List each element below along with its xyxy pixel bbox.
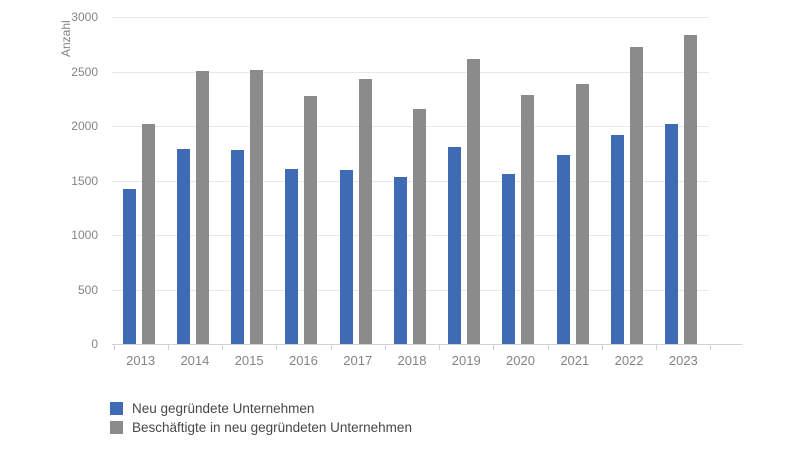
gridline: [112, 17, 709, 19]
bar-beschaeftigte-2022[interactable]: [629, 46, 643, 344]
y-axis-title: Anzahl: [59, 20, 73, 57]
x-tick-label-2022: 2022: [614, 353, 644, 368]
bar-beschaeftigte-2013[interactable]: [141, 124, 155, 344]
chart-title-text: Kanton Luzern: [112, 0, 324, 3]
x-tick-label-2019: 2019: [451, 353, 481, 368]
legend-label: Neu gegründete Unternehmen: [132, 401, 315, 416]
x-axis-tick: [601, 345, 603, 350]
bar-beschaeftigte-2018[interactable]: [412, 108, 426, 344]
bar-neu-2021[interactable]: [556, 154, 570, 344]
gridline: [112, 71, 709, 73]
bar-neu-2019[interactable]: [448, 147, 462, 344]
x-tick-label-2020: 2020: [506, 353, 535, 368]
bar-neu-2016[interactable]: [285, 168, 299, 344]
bar-neu-2018[interactable]: [393, 177, 407, 344]
bar-beschaeftigte-2019[interactable]: [467, 58, 481, 344]
bar-neu-2022[interactable]: [610, 134, 624, 344]
bar-neu-2020[interactable]: [502, 173, 516, 344]
bar-neu-2015[interactable]: [231, 149, 245, 344]
legend-item-beschaeftigte[interactable]: Beschäftigte in neu gegründeten Unterneh…: [110, 418, 412, 437]
y-tick-label: 2000: [71, 119, 98, 134]
legend-swatch-gray: [110, 421, 123, 434]
x-axis-tick: [439, 345, 441, 350]
bar-beschaeftigte-2016[interactable]: [304, 95, 318, 344]
x-axis-tick: [547, 345, 549, 350]
bar-beschaeftigte-2020[interactable]: [521, 94, 535, 344]
chart-title-clipped: Kanton Luzern: [112, 0, 324, 4]
x-tick-label-2016: 2016: [288, 353, 318, 368]
bar-neu-2014[interactable]: [176, 148, 190, 344]
x-axis-tick: [710, 345, 712, 350]
x-axis-tick: [167, 345, 169, 350]
gridline: [112, 289, 709, 291]
x-axis-tick: [656, 345, 658, 350]
legend-label: Beschäftigte in neu gegründeten Unterneh…: [132, 420, 412, 435]
legend: Neu gegründete Unternehmen Beschäftigte …: [110, 399, 412, 437]
x-tick-label-2017: 2017: [343, 353, 373, 368]
y-tick-label: 1000: [71, 228, 98, 243]
x-axis-tick: [384, 345, 386, 350]
gridline: [112, 235, 709, 237]
x-axis-tick: [222, 345, 224, 350]
y-tick-label: 1500: [71, 173, 98, 188]
legend-item-neu-gegruendete[interactable]: Neu gegründete Unternehmen: [110, 399, 412, 418]
legend-swatch-blue: [110, 402, 123, 415]
x-axis-line: [112, 344, 742, 345]
bar-neu-2013[interactable]: [122, 189, 136, 344]
x-axis-tick: [276, 345, 278, 350]
bar-beschaeftigte-2017[interactable]: [358, 78, 372, 344]
x-tick-label-2015: 2015: [234, 353, 264, 368]
y-tick-label: 0: [91, 337, 98, 351]
x-tick-label-2018: 2018: [397, 353, 427, 368]
bar-neu-2017[interactable]: [339, 169, 353, 344]
x-tick-label-2023: 2023: [668, 353, 698, 368]
y-tick-label: 500: [77, 282, 98, 297]
y-tick-label: 3000: [71, 10, 98, 25]
bar-beschaeftigte-2015[interactable]: [250, 69, 264, 344]
x-axis-tick: [113, 345, 115, 350]
x-tick-label-2021: 2021: [560, 353, 590, 368]
y-tick-label: 2500: [71, 64, 98, 79]
bar-beschaeftigte-2023[interactable]: [684, 34, 698, 344]
gridline: [112, 126, 709, 128]
bar-beschaeftigte-2014[interactable]: [195, 70, 209, 344]
x-tick-label-2013: 2013: [126, 353, 156, 368]
bar-beschaeftigte-2021[interactable]: [575, 84, 589, 344]
bar-neu-2023[interactable]: [665, 124, 679, 344]
x-tick-label-2014: 2014: [180, 353, 210, 368]
x-axis-tick: [493, 345, 495, 350]
x-axis-tick: [330, 345, 332, 350]
gridline: [112, 180, 709, 182]
